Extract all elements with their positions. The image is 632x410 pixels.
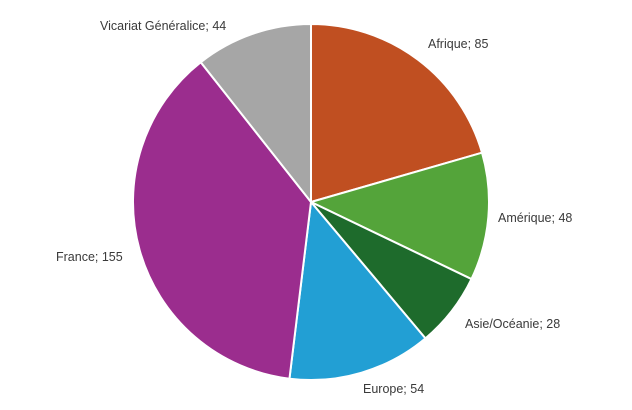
data-label-france: France; 155: [56, 250, 123, 264]
pie-slice-vicariat-g-n-ralice: [199, 22, 312, 205]
data-label-vicariat-g-n-ralice: Vicariat Généralice; 44: [100, 19, 226, 33]
pie-slice-france: [132, 60, 313, 380]
data-label-europe: Europe; 54: [363, 382, 424, 396]
pie-slice-europe: [288, 199, 427, 381]
pie-slices: [132, 22, 490, 381]
pie-labels: Afrique; 85 Amérique; 48 Asie/Océanie; 28 E…: [56, 19, 572, 396]
pie-slice-afrique: [310, 22, 484, 204]
data-label-asie-oc-anie: Asie/Océanie; 28: [465, 317, 560, 331]
pie-slice-am-rique: [308, 151, 490, 281]
data-label-afrique: Afrique; 85: [428, 37, 489, 51]
data-label-am-rique: Amérique; 48: [498, 211, 572, 225]
